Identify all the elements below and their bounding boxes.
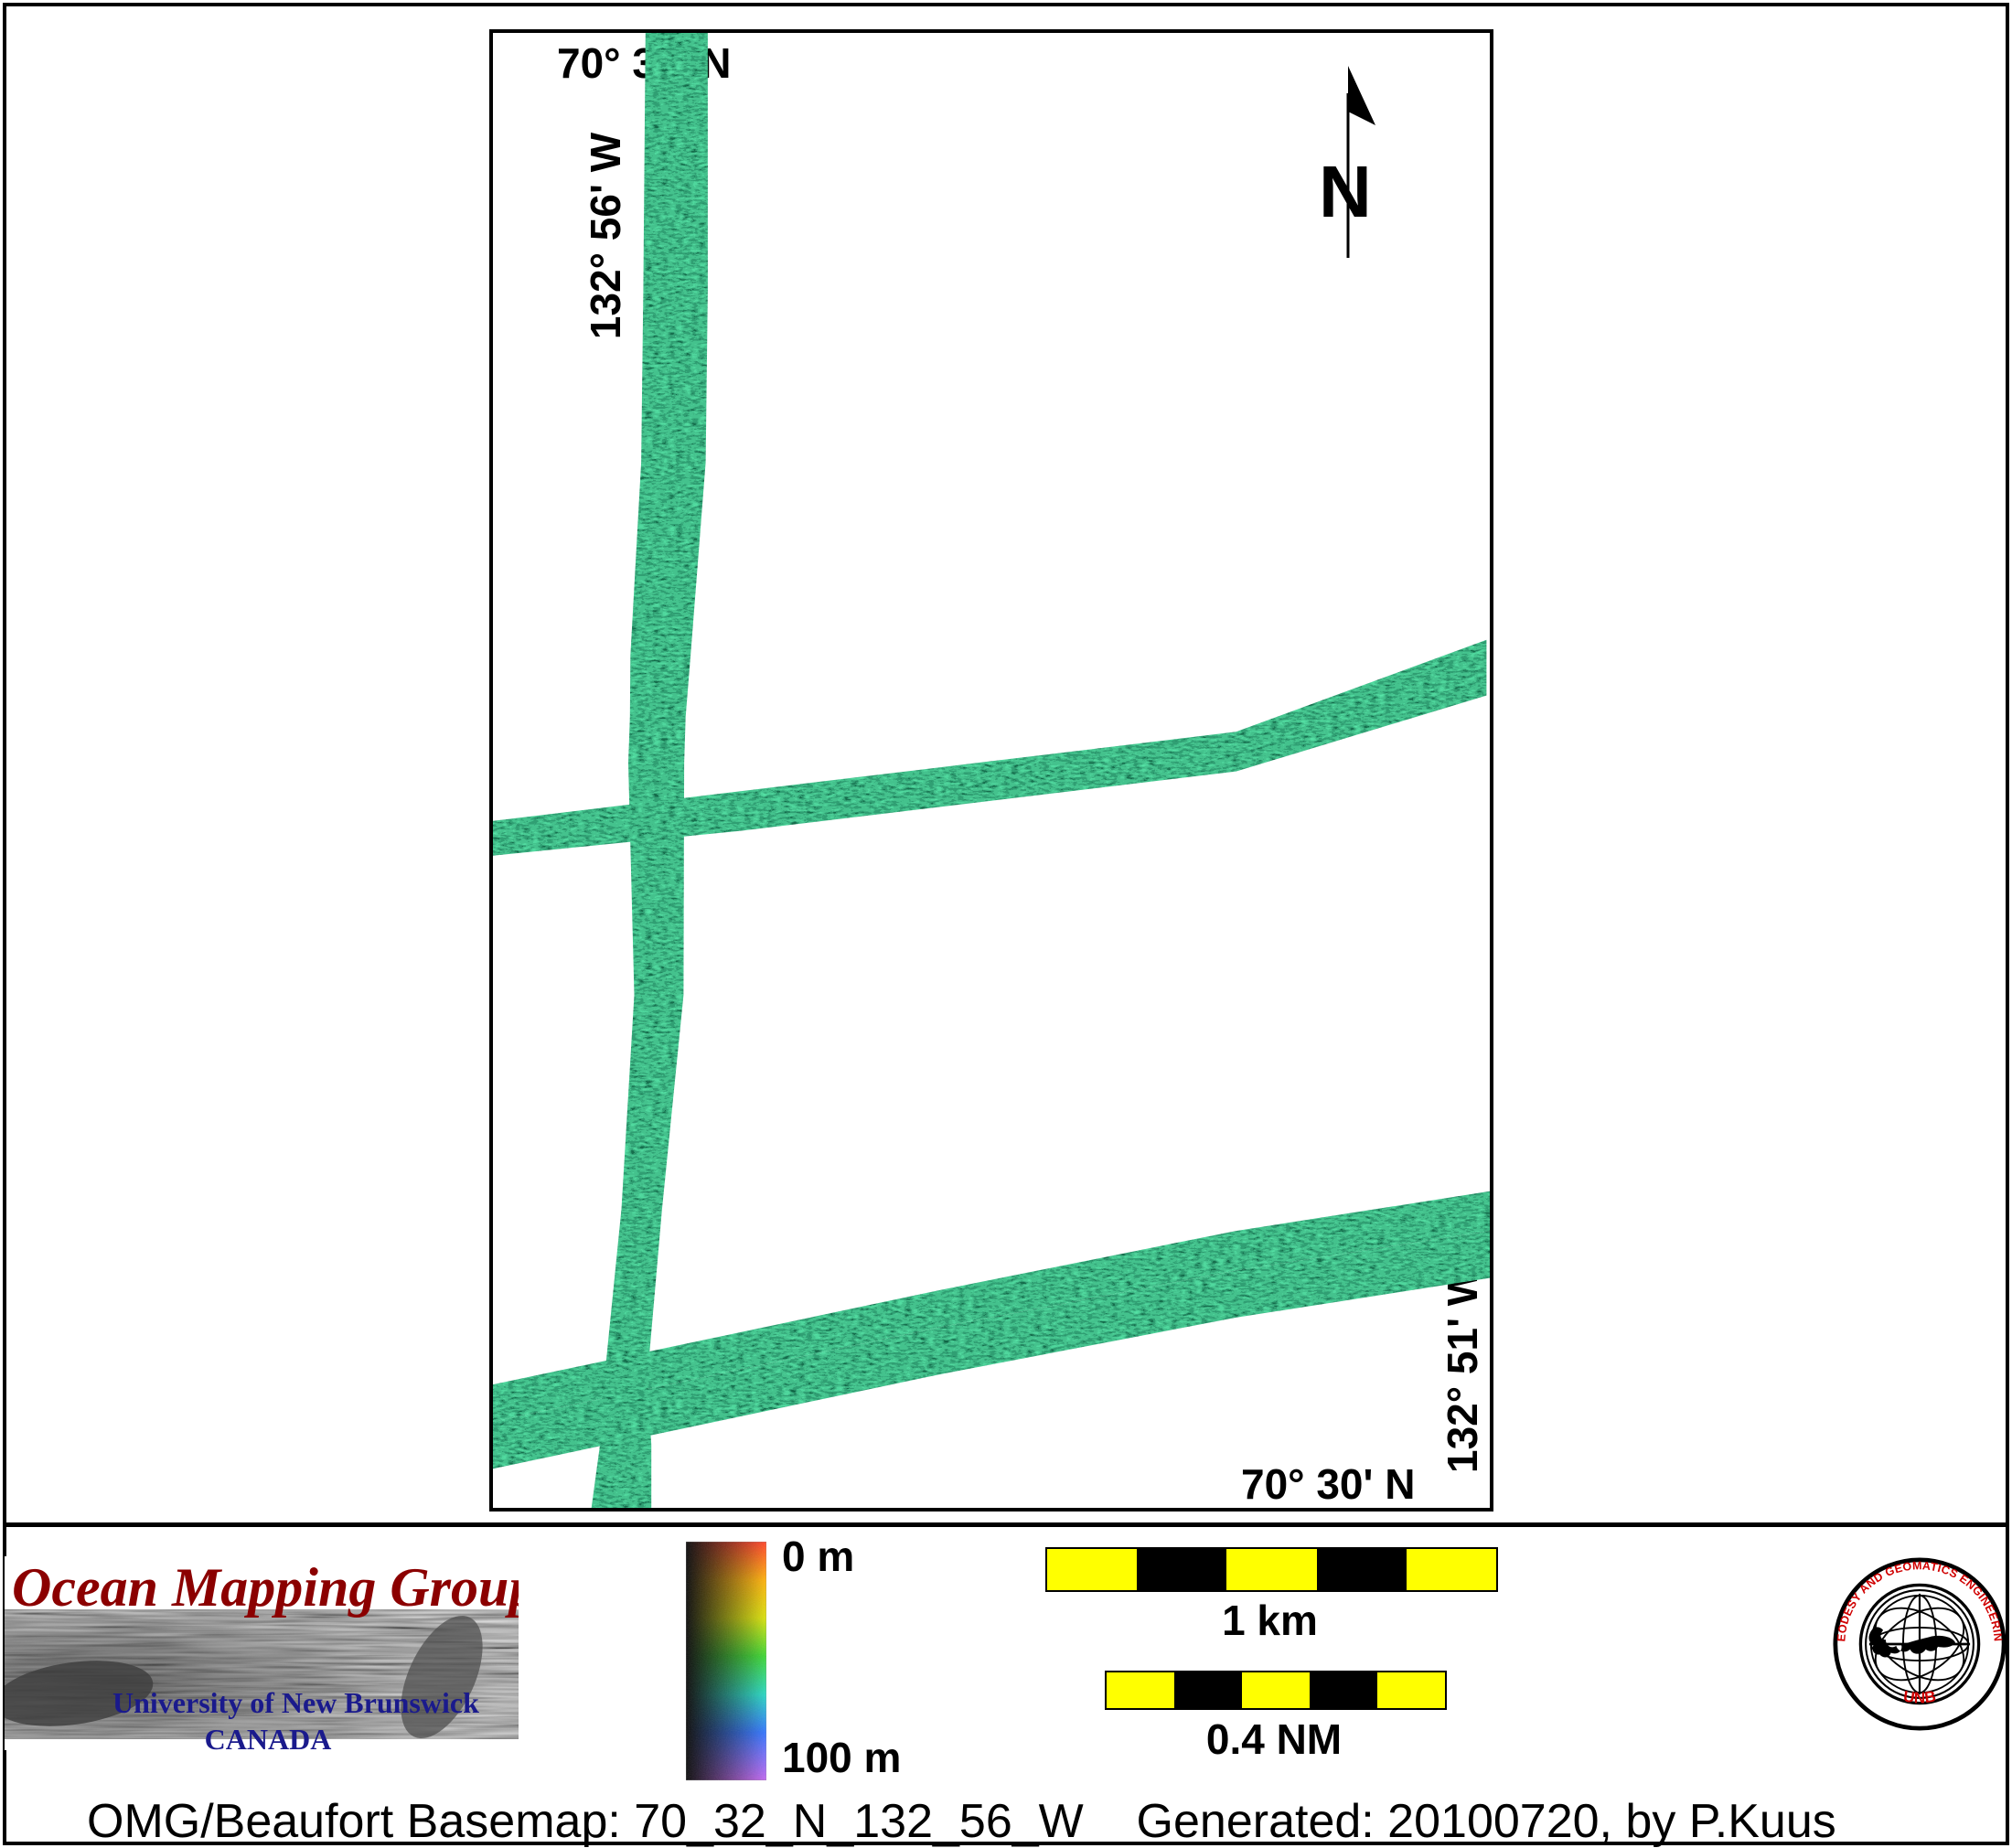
svg-text:UNB: UNB (1902, 1688, 1937, 1707)
